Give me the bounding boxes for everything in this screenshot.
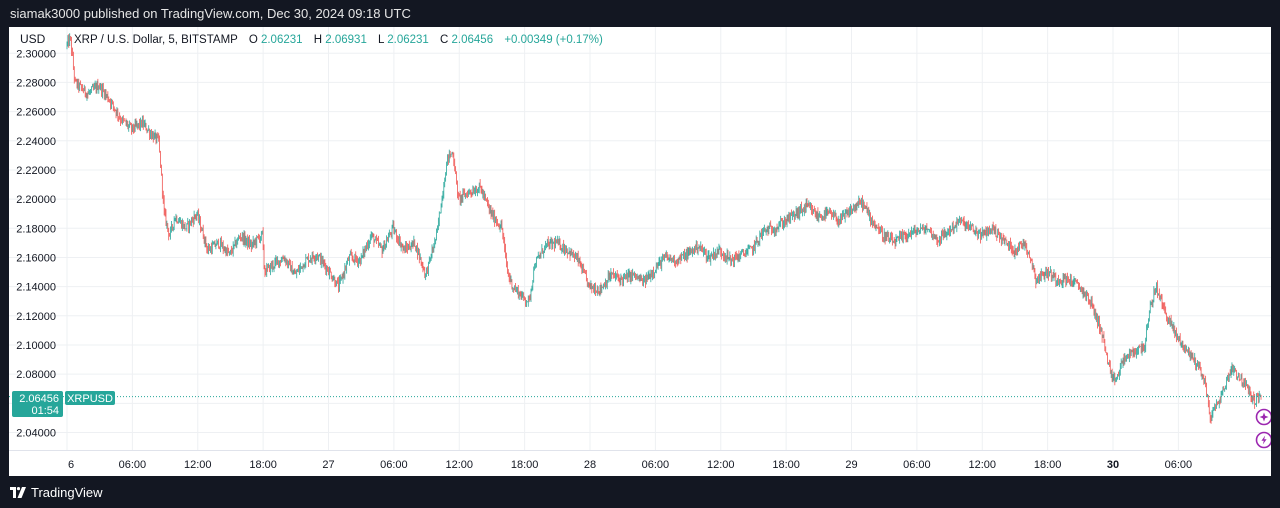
last-price-tag: 2.06456 01:54 XRPUSD xyxy=(12,391,115,417)
close-label: C xyxy=(440,34,448,46)
x-tick-label: 18:00 xyxy=(772,459,800,471)
y-tick-label: 2.26000 xyxy=(16,107,56,119)
candles xyxy=(66,33,1262,424)
chart-panel[interactable]: 2.30000 2.28000 2.26000 2.24000 2.22000 2.200… xyxy=(9,27,1271,476)
add-alert-icon[interactable] xyxy=(1255,408,1272,426)
currency-label[interactable]: USD xyxy=(20,32,46,46)
grid-lines xyxy=(9,27,1271,450)
lightning-icon[interactable] xyxy=(1255,431,1272,449)
y-tick-label: 2.20000 xyxy=(16,194,56,206)
publish-info: siamak3000 published on TradingView.com,… xyxy=(10,6,411,21)
x-tick-label: 06:00 xyxy=(380,459,408,471)
x-tick-label: 18:00 xyxy=(249,459,277,471)
y-tick-label: 2.30000 xyxy=(16,48,56,60)
price-tag-box xyxy=(12,391,63,417)
axes: 2.30000 2.28000 2.26000 2.24000 2.22000 2.200… xyxy=(9,48,1271,471)
low-value: 2.06231 xyxy=(387,34,429,46)
y-tick-label: 2.08000 xyxy=(16,369,56,381)
x-tick-label: 27 xyxy=(322,459,334,471)
high-value: 2.06931 xyxy=(325,34,367,46)
x-tick-label: 18:00 xyxy=(1034,459,1062,471)
y-tick-label: 2.22000 xyxy=(16,165,56,177)
x-tick-label: 12:00 xyxy=(968,459,996,471)
open-value: 2.06231 xyxy=(261,34,303,46)
brand-label: TradingView xyxy=(31,485,103,500)
y-tick-label: 2.24000 xyxy=(16,136,56,148)
ohlc-legend: XRP / U.S. Dollar, 5, BITSTAMP O 2.06231… xyxy=(74,34,603,46)
x-tick-label: 06:00 xyxy=(1165,459,1193,471)
tradingview-logo-icon xyxy=(10,487,26,498)
price-tag-countdown: 01:54 xyxy=(31,405,59,417)
x-tick-label: 12:00 xyxy=(445,459,473,471)
y-tick-label: 2.10000 xyxy=(16,340,56,352)
y-tick-label: 2.04000 xyxy=(16,427,56,439)
y-tick-label: 2.28000 xyxy=(16,77,56,89)
x-tick-label: 18:00 xyxy=(511,459,539,471)
chart-canvas[interactable]: 2.30000 2.28000 2.26000 2.24000 2.22000 2.200… xyxy=(9,27,1271,476)
low-label: L xyxy=(378,34,385,46)
x-tick-label: 29 xyxy=(845,459,857,471)
y-tick-label: 2.18000 xyxy=(16,223,56,235)
y-tick-label: 2.14000 xyxy=(16,282,56,294)
change-value: +0.00349 (+0.17%) xyxy=(504,34,603,46)
x-tick-label: 28 xyxy=(584,459,596,471)
y-tick-label: 2.16000 xyxy=(16,252,56,264)
symbol-tag: XRPUSD xyxy=(67,393,113,405)
x-tick-label: 06:00 xyxy=(119,459,147,471)
footer-brand[interactable]: TradingView xyxy=(10,485,103,500)
x-tick-label: 6 xyxy=(68,459,74,471)
open-label: O xyxy=(249,34,258,46)
x-tick-label: 06:00 xyxy=(642,459,670,471)
symbol-tag-box xyxy=(65,391,115,405)
x-tick-label: 12:00 xyxy=(707,459,735,471)
x-tick-label: 12:00 xyxy=(184,459,212,471)
y-tick-label: 2.12000 xyxy=(16,311,56,323)
close-value: 2.06456 xyxy=(452,34,494,46)
high-label: H xyxy=(314,34,322,46)
chart-legend: USD XRP / U.S. Dollar, 5, BITSTAMP O 2.0… xyxy=(20,32,603,46)
price-tag-value: 2.06456 xyxy=(19,393,59,405)
x-tick-label: 30 xyxy=(1107,459,1119,471)
x-tick-label: 06:00 xyxy=(903,459,931,471)
symbol-label: XRP / U.S. Dollar, 5, BITSTAMP xyxy=(74,34,238,46)
